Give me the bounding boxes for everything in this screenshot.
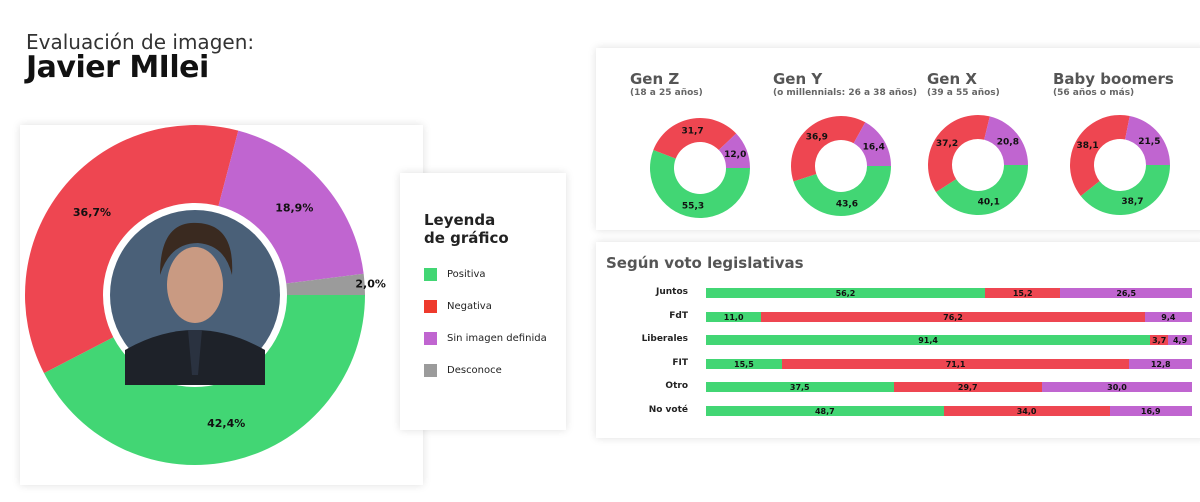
portrait-hair [160, 222, 233, 275]
legend-label: Desconoce [447, 365, 502, 376]
donut-slice-sin-imagen-definida [984, 116, 1028, 165]
donut-label: 38,7 [1121, 197, 1143, 207]
donut-label: 55,3 [682, 201, 704, 211]
donut-slice-positiva [650, 150, 750, 219]
donut-slice-sin-imagen-definida [1125, 115, 1170, 165]
baby-boomers-header: Baby boomers (56 años o más) [1053, 70, 1174, 98]
donut-label: 36,7% [73, 206, 111, 219]
bar-segment-positiva: 48,7 [706, 406, 944, 416]
bar-label: Otro [665, 381, 688, 391]
gen-z-header: Gen Z (18 a 25 años) [630, 70, 703, 98]
bar-label: Liberales [641, 334, 688, 344]
donut-slice-positiva [793, 166, 891, 217]
bar-segment-sin-imagen-definida: 16,9 [1109, 406, 1192, 416]
legend-label: Sin imagen definida [447, 333, 547, 344]
bar-segment-negativa: 34,0 [943, 406, 1110, 416]
donut-slice-positiva [44, 295, 365, 465]
bars-title: Según voto legislativas [606, 254, 804, 272]
donut-label: 31,7 [681, 127, 703, 137]
donut-slice-negativa [791, 116, 866, 182]
donut-label: 37,2 [936, 139, 958, 149]
donut-label: 20,8 [997, 138, 1019, 148]
bar-label: Juntos [655, 287, 688, 297]
donut-slice-sin-imagen-definida [718, 133, 750, 168]
gen-x-header: Gen X (39 a 55 años) [927, 70, 1000, 98]
legend-swatch [424, 268, 437, 281]
bar-label: FdT [669, 311, 688, 321]
donut-label: 16,4 [863, 143, 885, 153]
bar-segment-negativa: 3,7 [1150, 335, 1169, 345]
legend-card: Leyenda de gráfico Positiva Negativa Sin … [400, 173, 566, 430]
bar-label: FIT [672, 358, 688, 368]
legend-item-negativa: Negativa [424, 300, 492, 313]
bar-label: No voté [648, 405, 688, 415]
legend-label: Positiva [447, 269, 486, 280]
bar-segment-positiva: 37,5 [706, 382, 894, 392]
donut-label: 2,0% [355, 278, 386, 291]
donut-slice-negativa [928, 115, 990, 193]
bar-segment-positiva: 91,4 [706, 335, 1151, 345]
gen-title: Gen Y [773, 70, 823, 88]
legend-title: Leyenda de gráfico [424, 211, 509, 247]
donut-label: 43,6 [836, 200, 858, 210]
donut-slice-desconoce [286, 273, 365, 295]
legend-title-line1: Leyenda [424, 211, 496, 229]
bar-segment-negativa: 71,1 [781, 359, 1130, 369]
donut-label: 12,0 [724, 150, 746, 160]
gen-subtitle: (56 años o más) [1053, 88, 1135, 98]
donut-slice-negativa [25, 124, 239, 374]
gen-title: Gen X [927, 70, 977, 88]
legend-swatch [424, 300, 437, 313]
gen-title: Baby boomers [1053, 70, 1174, 88]
portrait-face [167, 247, 223, 323]
donut-slice-negativa [1070, 115, 1130, 196]
legend-title-line2: de gráfico [424, 229, 509, 247]
bar-segment-sin-imagen-definida: 26,5 [1060, 288, 1192, 298]
page-subtitle: Evaluación de imagen: [26, 30, 255, 54]
main-chart-card: 42,4% 36,7% 18,9% 2,0% [20, 124, 423, 485]
bar-segment-sin-imagen-definida: 30,0 [1042, 382, 1192, 392]
bar-segment-sin-imagen-definida: 9,4 [1144, 312, 1192, 322]
legend-item-sin-imagen: Sin imagen definida [424, 332, 547, 345]
portrait-tie [188, 330, 202, 375]
gen-subtitle: (39 a 55 años) [927, 88, 1000, 98]
legislative-card: Según voto legislativas Juntos 56,2 15,2 26… [596, 242, 1200, 438]
gen-y-header: Gen Y (o millennials: 26 a 38 años) [773, 70, 917, 98]
bar-segment-sin-imagen-definida: 4,9 [1168, 335, 1192, 345]
donut-slice-sin-imagen-definida [853, 122, 891, 166]
bar-segment-sin-imagen-definida: 12,8 [1129, 359, 1192, 369]
legend-item-desconoce: Desconoce [424, 364, 502, 377]
legend-swatch [424, 332, 437, 345]
donut-label: 21,5 [1138, 137, 1160, 147]
donut-slice-positiva [1080, 165, 1170, 215]
page-title: Javier MIlei [26, 50, 209, 85]
bar-segment-positiva: 56,2 [706, 288, 985, 298]
gen-subtitle: (o millennials: 26 a 38 años) [773, 88, 917, 98]
bar-segment-negativa: 29,7 [893, 382, 1042, 392]
donut-label: 38,1 [1076, 141, 1098, 151]
legend-label: Negativa [447, 301, 492, 312]
generation-donuts: 55,3 31,7 12,0 43,6 36,9 16,4 40,1 37,2 20,8 38,7… [650, 115, 1170, 219]
bar-segment-negativa: 76,2 [761, 312, 1145, 322]
legend-swatch [424, 364, 437, 377]
donut-slice-sin-imagen-definida [218, 130, 364, 284]
bar-segment-negativa: 15,2 [984, 288, 1061, 298]
bar-segment-positiva: 15,5 [706, 359, 782, 369]
legend-item-positiva: Positiva [424, 268, 486, 281]
donut-slice-negativa [653, 118, 737, 159]
donut-label: 36,9 [806, 133, 828, 143]
stacked-bar-chart: Juntos 56,2 15,2 26,5 FdT 11,0 76,2 9,4 Liberale… [596, 242, 1200, 438]
donut-label: 18,9% [275, 202, 313, 215]
generations-card: Gen Z (18 a 25 años) Gen Y (o millennials:… [596, 48, 1200, 230]
main-donut-chart: 42,4% 36,7% 18,9% 2,0% [25, 124, 386, 465]
donut-label: 42,4% [207, 417, 245, 430]
bar-segment-positiva: 11,0 [706, 312, 762, 322]
gen-subtitle: (18 a 25 años) [630, 88, 703, 98]
donut-slice-positiva [935, 165, 1028, 215]
gen-title: Gen Z [630, 70, 680, 88]
donut-label: 40,1 [978, 197, 1000, 207]
